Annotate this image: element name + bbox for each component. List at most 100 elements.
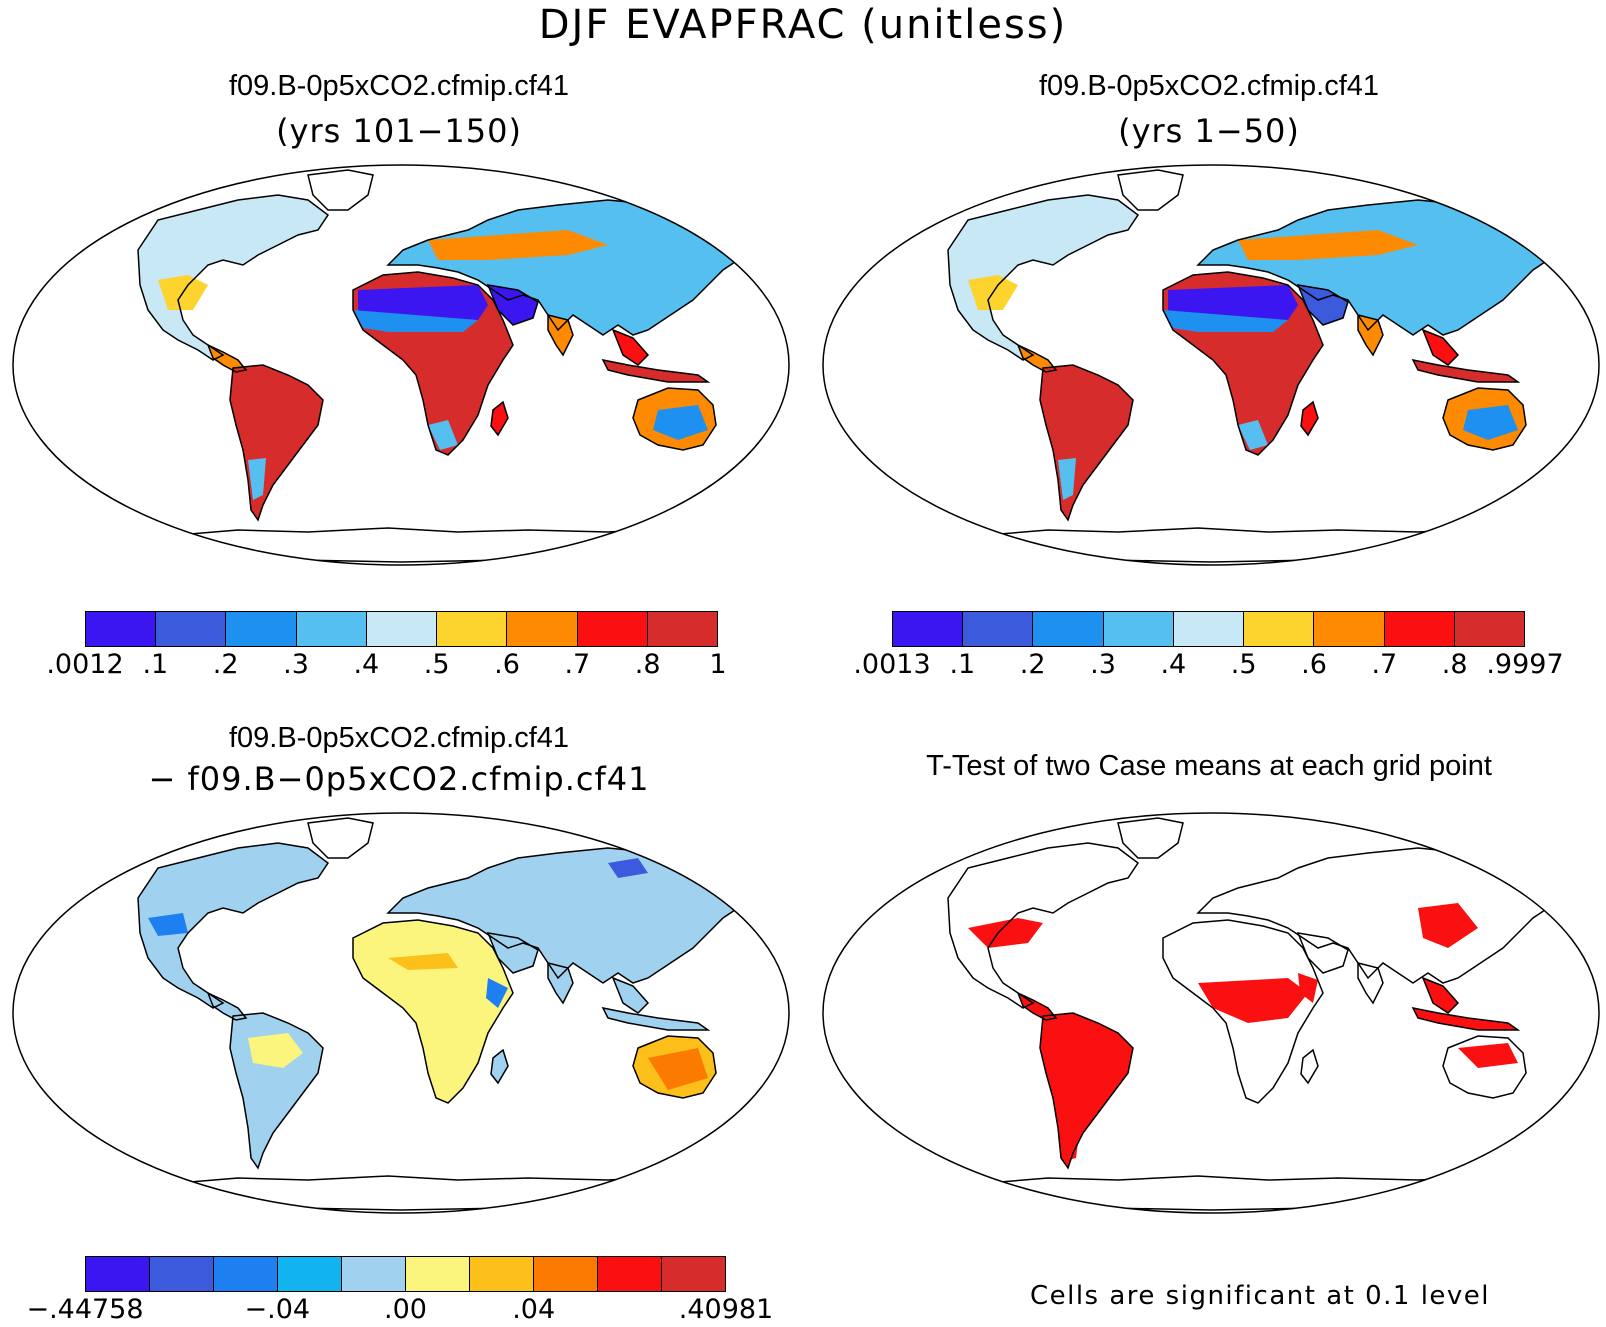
colorbar-swatch bbox=[1314, 612, 1385, 646]
coastline-madagascar bbox=[490, 1048, 509, 1085]
coastline-seasia bbox=[611, 328, 650, 366]
coastline-samerica bbox=[1039, 1012, 1134, 1170]
region-patch bbox=[1463, 405, 1518, 440]
region-patch bbox=[248, 1033, 303, 1068]
colorbar-tick-label: .00 bbox=[384, 1294, 427, 1325]
region-patch bbox=[608, 858, 648, 878]
land-africa bbox=[353, 920, 513, 1103]
panel-title-top-right: f09.B-0p5xCO2.cfmip.cf41 bbox=[1038, 70, 1380, 102]
colorbar-tick-label: .7 bbox=[564, 649, 591, 680]
panel-title-bottom-right: T-Test of two Case means at each grid po… bbox=[926, 750, 1492, 782]
coastline-greenland bbox=[1117, 169, 1184, 211]
coastline-greenland bbox=[1117, 817, 1184, 859]
coastline-camerica bbox=[1016, 991, 1058, 1021]
coastline-namerica bbox=[947, 194, 1140, 361]
colorbar-tick-label: .0012 bbox=[46, 649, 124, 680]
colorbar-swatch bbox=[406, 1257, 470, 1291]
coastline-samerica bbox=[1039, 364, 1134, 522]
land-seasia bbox=[1423, 978, 1458, 1013]
colorbar-swatch bbox=[662, 1257, 725, 1291]
significance-note: Cells are significant at 0.1 level bbox=[1029, 1281, 1491, 1311]
colorbar-tick-label: .4 bbox=[353, 649, 380, 680]
colorbar-swatch bbox=[963, 612, 1034, 646]
panel-subtitle-bottom-left: − f09.B−0p5xCO2.cfmip.cf41 bbox=[148, 760, 650, 798]
colorbar-swatch bbox=[1033, 612, 1104, 646]
coastline-eurasia bbox=[1196, 847, 1560, 984]
coastline-indonesia bbox=[1411, 358, 1521, 383]
land-antarctica bbox=[988, 1176, 1538, 1210]
colorbar-swatch bbox=[278, 1257, 342, 1291]
coastline-camerica bbox=[206, 991, 248, 1021]
coastline-namerica bbox=[137, 194, 330, 361]
colorbar-tick-label: .40981 bbox=[678, 1294, 774, 1325]
colorbar-tick-label: −.44758 bbox=[26, 1294, 144, 1325]
map-border bbox=[12, 164, 790, 566]
coastline-eurasia bbox=[386, 199, 750, 336]
map-top-left bbox=[12, 164, 790, 566]
colorbar-tick-label: .0013 bbox=[853, 649, 931, 680]
coastline-namerica bbox=[947, 842, 1140, 1009]
coastline-australia bbox=[632, 387, 717, 451]
land-antarctica bbox=[178, 528, 728, 562]
land-antarctica bbox=[988, 528, 1538, 562]
coastline-seasia bbox=[1421, 328, 1460, 366]
colorbar-swatch bbox=[534, 1257, 598, 1291]
colorbar-swatch bbox=[1454, 612, 1524, 646]
region-patch bbox=[968, 918, 1043, 948]
land-namerica bbox=[948, 843, 1138, 1008]
land-namerica bbox=[138, 195, 328, 360]
map-border bbox=[822, 164, 1600, 566]
colorbar-swatch bbox=[86, 612, 157, 646]
map-border bbox=[822, 812, 1600, 1214]
coastline-camerica bbox=[1016, 343, 1058, 373]
region-patch bbox=[486, 978, 508, 1008]
colorbar-tick-label: .2 bbox=[1019, 649, 1046, 680]
coastline-madagascar bbox=[1300, 1048, 1319, 1085]
colorbar-swatch bbox=[1244, 612, 1315, 646]
region-patch bbox=[1068, 1126, 1080, 1160]
land-madagascar bbox=[1301, 1050, 1318, 1083]
land-greenland bbox=[308, 170, 373, 210]
coastline-india bbox=[547, 314, 574, 357]
coastline-indonesia bbox=[1411, 1006, 1521, 1031]
panel-title-bottom-left: f09.B-0p5xCO2.cfmip.cf41 bbox=[228, 722, 570, 754]
colorbar-tick-label: 1 bbox=[709, 649, 727, 680]
region-patch bbox=[1048, 1028, 1123, 1108]
colorbar-swatch bbox=[507, 612, 578, 646]
land-greenland bbox=[1118, 818, 1183, 858]
coastline-madagascar bbox=[490, 400, 509, 437]
panel-title-top-left: f09.B-0p5xCO2.cfmip.cf41 bbox=[228, 70, 570, 102]
map-border bbox=[12, 812, 790, 1214]
colorbar-swatch bbox=[598, 1257, 662, 1291]
map-top-right bbox=[822, 164, 1600, 566]
land-madagascar bbox=[1301, 402, 1318, 435]
coastline-camerica bbox=[206, 343, 248, 373]
colorbar-bottom-left bbox=[85, 1256, 726, 1292]
coastline-indonesia bbox=[601, 1006, 711, 1031]
land-eurasia bbox=[1198, 848, 1558, 983]
colorbar-tick-label: .3 bbox=[1090, 649, 1116, 680]
coastline-africa bbox=[1162, 919, 1324, 1104]
region-patch bbox=[1418, 903, 1478, 948]
colorbar-swatch bbox=[1384, 612, 1455, 646]
land-seasia bbox=[613, 978, 648, 1013]
coastline-arabia bbox=[486, 284, 539, 326]
colorbar-tick-label: .2 bbox=[212, 649, 239, 680]
region-patch bbox=[1163, 310, 1288, 332]
map-bottom-right bbox=[822, 812, 1600, 1214]
colorbar-swatch bbox=[86, 1257, 150, 1291]
coastline-africa bbox=[352, 271, 514, 456]
colorbar-tick-label: .1 bbox=[142, 649, 169, 680]
coastline-arabia bbox=[1296, 284, 1349, 326]
land-madagascar bbox=[491, 1050, 508, 1083]
colorbar-swatch bbox=[1173, 612, 1245, 646]
colorbar-tick-label: .3 bbox=[283, 649, 309, 680]
region-patch bbox=[428, 420, 458, 450]
region-patch bbox=[1458, 1043, 1518, 1068]
land-namerica bbox=[138, 843, 328, 1008]
coastline-africa bbox=[352, 919, 514, 1104]
coastline-india bbox=[1357, 962, 1384, 1005]
colorbar-top-right bbox=[892, 611, 1525, 647]
land-namerica bbox=[948, 195, 1138, 360]
land-greenland bbox=[1118, 170, 1183, 210]
